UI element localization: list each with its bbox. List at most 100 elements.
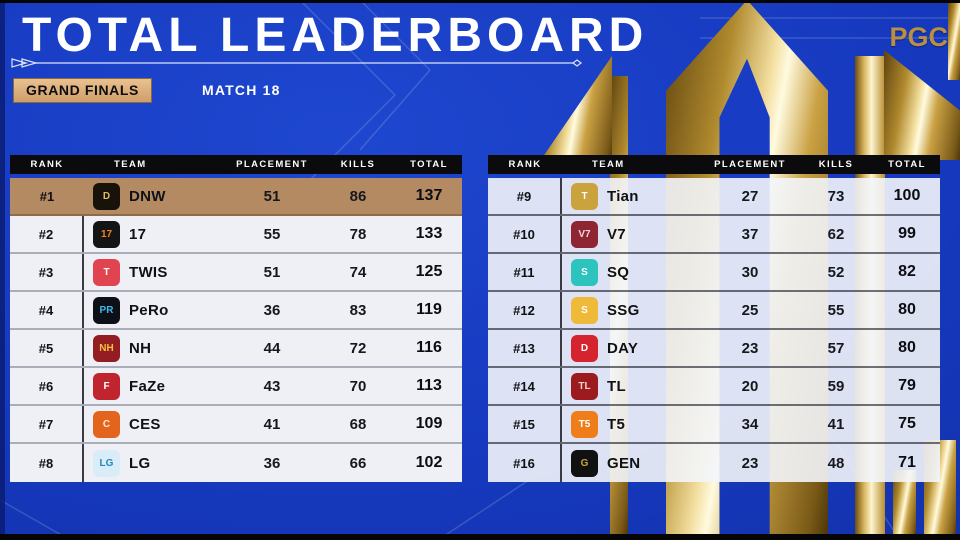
placement-cell: 25 (741, 301, 759, 319)
twis-logo: T (93, 258, 120, 286)
team-name: TL (607, 377, 626, 395)
ssg-logo: S (571, 296, 598, 324)
team-name: SSG (607, 301, 640, 319)
tianba-logo: T (571, 182, 598, 210)
dnw-logo: D (93, 182, 120, 210)
team-cell: D DNW (84, 182, 224, 210)
team-name: DAY (607, 339, 639, 357)
team-cell: T5 T5 (562, 410, 702, 438)
total-cell: 109 (415, 415, 443, 432)
day-logo: D (571, 334, 598, 362)
team-name: 17 (129, 225, 147, 243)
table-row: #7 C CES 41 68 109 (10, 406, 462, 444)
stage-badge: GRAND FINALS (13, 78, 152, 103)
nh-logo: NH (93, 334, 120, 362)
team-cell: 17 17 (84, 220, 224, 248)
team-cell: T TWIS (84, 258, 224, 286)
table-row: #12 S SSG 25 55 80 (488, 292, 940, 330)
total-cell: 82 (898, 263, 916, 280)
placement-cell: 34 (741, 415, 759, 433)
trophy-blade-left (538, 56, 612, 164)
total-cell: 125 (415, 263, 443, 280)
team-cell: V7 V7 (562, 220, 702, 248)
table-header: RANK TEAM PLACEMENT KILLS TOTAL (488, 155, 940, 174)
table-row: #9 T Tian 27 73 100 (488, 178, 940, 216)
col-kills: KILLS (818, 159, 854, 170)
kills-cell: 57 (827, 339, 845, 357)
kills-cell: 73 (827, 187, 845, 205)
ces-logo: C (93, 410, 120, 438)
table-row: #5 NH NH 44 72 116 (10, 330, 462, 368)
table-row: #6 F FaZe 43 70 113 (10, 368, 462, 406)
kills-cell: 48 (827, 454, 845, 472)
pgc-logo: PGC (889, 22, 948, 52)
total-cell: 137 (415, 187, 443, 204)
leaderboard-right: RANK TEAM PLACEMENT KILLS TOTAL #9 T Tia… (488, 155, 940, 482)
kills-cell: 41 (827, 415, 845, 433)
team-cell: TL TL (562, 372, 702, 400)
rank-cell: #8 (10, 444, 84, 482)
table-row: #1 D DNW 51 86 137 (10, 178, 462, 216)
team-cell: D DAY (562, 334, 702, 362)
team-cell: NH NH (84, 334, 224, 362)
total-cell: 80 (898, 339, 916, 356)
rank-cell: #9 (488, 178, 562, 214)
col-kills: KILLS (340, 159, 376, 170)
leaderboard-left: RANK TEAM PLACEMENT KILLS TOTAL #1 D DNW… (10, 155, 462, 482)
placement-cell: 55 (263, 225, 281, 243)
placement-cell: 43 (263, 377, 281, 395)
kills-cell: 55 (827, 301, 845, 319)
col-team: TEAM (114, 159, 147, 170)
kills-cell: 62 (827, 225, 845, 243)
kills-cell: 70 (349, 377, 367, 395)
kills-cell: 78 (349, 225, 367, 243)
placement-cell: 51 (263, 187, 281, 205)
placement-cell: 27 (741, 187, 759, 205)
team-name: LG (129, 454, 151, 472)
total-cell: 102 (415, 454, 443, 471)
team-name: GEN (607, 454, 641, 472)
rank-cell: #15 (488, 406, 562, 442)
total-cell: 80 (898, 301, 916, 318)
total-cell: 133 (415, 225, 443, 242)
kills-cell: 66 (349, 454, 367, 472)
total-cell: 75 (898, 415, 916, 432)
rank-cell: #16 (488, 444, 562, 482)
team-cell: C CES (84, 410, 224, 438)
rank-cell: #6 (10, 368, 84, 404)
kills-cell: 83 (349, 301, 367, 319)
total-cell: 113 (416, 377, 442, 394)
team-name: V7 (607, 225, 626, 243)
total-cell: 100 (893, 187, 921, 204)
table-row: #15 T5 T5 34 41 75 (488, 406, 940, 444)
team-name: Tian (607, 187, 639, 205)
table-row: #14 TL TL 20 59 79 (488, 368, 940, 406)
page-title: TOTAL LEADERBOARD (22, 9, 649, 62)
rank-cell: #2 (10, 216, 84, 252)
gen-logo: G (571, 449, 598, 477)
17-gaming-logo: 17 (93, 220, 120, 248)
col-rank: RANK (30, 159, 64, 170)
rank-cell: #1 (39, 188, 55, 204)
lg-logo: LG (93, 449, 120, 477)
rank-cell: #14 (488, 368, 562, 404)
total-cell: 71 (898, 454, 916, 471)
match-label: MATCH 18 (202, 82, 281, 98)
placement-cell: 36 (263, 301, 281, 319)
rank-cell: #5 (10, 330, 84, 366)
team-cell: F FaZe (84, 372, 224, 400)
team-name: DNW (129, 187, 166, 205)
total-cell: 116 (416, 339, 442, 356)
col-team: TEAM (592, 159, 625, 170)
total-cell: 79 (898, 377, 916, 394)
team-cell: G GEN (562, 449, 702, 477)
team-name: SQ (607, 263, 630, 281)
col-rank: RANK (508, 159, 542, 170)
kills-cell: 68 (349, 415, 367, 433)
trophy-base-bar (893, 470, 916, 534)
placement-cell: 51 (263, 263, 281, 281)
team-name: FaZe (129, 377, 166, 395)
faze-logo: F (93, 372, 120, 400)
team-cell: LG LG (84, 449, 224, 477)
